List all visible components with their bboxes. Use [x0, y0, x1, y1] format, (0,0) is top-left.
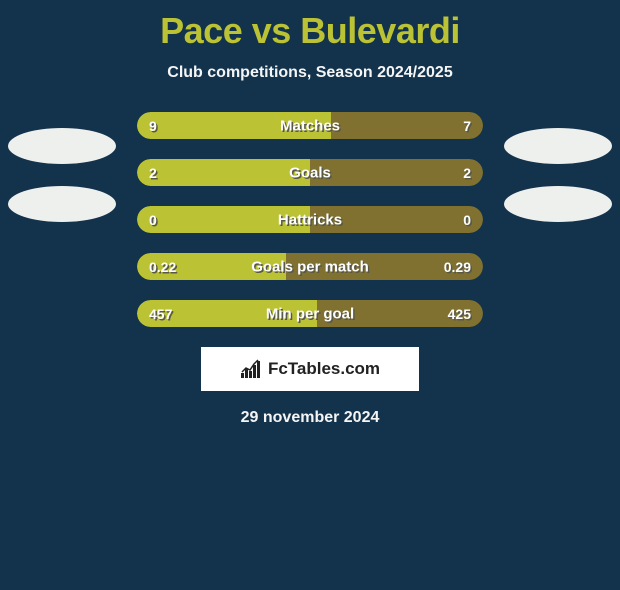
stat-value-left: 457 [149, 306, 172, 322]
stat-value-right: 2 [463, 165, 471, 181]
page-title: Pace vs Bulevardi [0, 10, 620, 52]
brand-box[interactable]: FcTables.com [201, 347, 419, 391]
stat-bar-right-fill [331, 112, 483, 139]
stat-bar: 0 0 Hattricks [137, 206, 483, 233]
stat-value-left: 2 [149, 165, 157, 181]
stats-bars: 9 7 Matches 2 2 Goals 0 0 Hattricks 0.22 0.29 Goals… [137, 112, 483, 327]
vs-text: vs [252, 10, 291, 51]
stat-value-right: 0.29 [444, 259, 471, 275]
stat-value-left: 0 [149, 212, 157, 228]
stat-value-right: 0 [463, 212, 471, 228]
team-b-logo-icon [504, 128, 612, 164]
team-a-logo-icon [8, 186, 116, 222]
stat-value-left: 0.22 [149, 259, 176, 275]
team-a-logos [8, 128, 116, 222]
team-a-logo-icon [8, 128, 116, 164]
team-b-logos [504, 128, 612, 222]
stat-label: Hattricks [278, 211, 342, 228]
subtitle: Club competitions, Season 2024/2025 [0, 64, 620, 82]
stat-value-right: 425 [448, 306, 471, 322]
stat-label: Min per goal [266, 305, 354, 322]
brand-text: FcTables.com [268, 359, 380, 379]
stat-value-right: 7 [463, 118, 471, 134]
team-b-logo-icon [504, 186, 612, 222]
stat-bar: 9 7 Matches [137, 112, 483, 139]
stat-bar: 457 425 Min per goal [137, 300, 483, 327]
stat-label: Matches [280, 117, 340, 134]
brand-chart-icon [240, 359, 264, 379]
team-b-name: Bulevardi [300, 10, 460, 51]
stat-value-left: 9 [149, 118, 157, 134]
date-text: 29 november 2024 [0, 409, 620, 427]
stat-label: Goals per match [251, 258, 369, 275]
stat-bar-left-fill [137, 159, 310, 186]
stat-bar-right-fill [310, 159, 483, 186]
stat-bar: 2 2 Goals [137, 159, 483, 186]
stat-label: Goals [289, 164, 331, 181]
team-a-name: Pace [160, 10, 242, 51]
stat-bar: 0.22 0.29 Goals per match [137, 253, 483, 280]
